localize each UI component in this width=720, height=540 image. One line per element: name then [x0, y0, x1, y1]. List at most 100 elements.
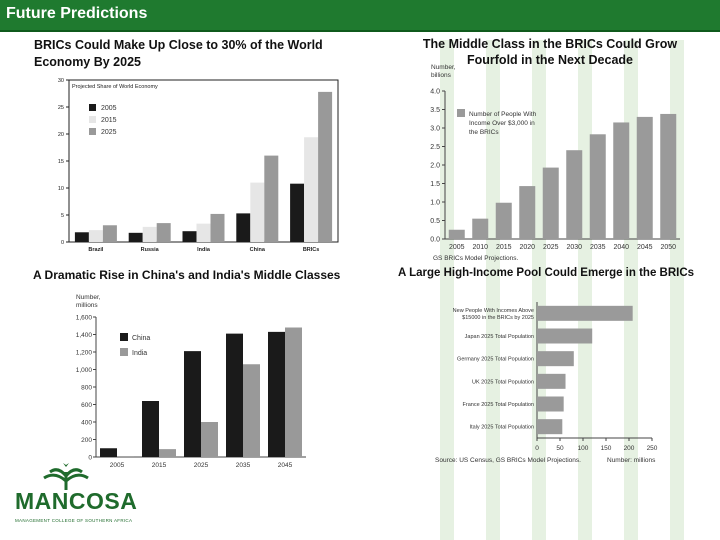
bar-2050: [660, 113, 677, 239]
bar-india-2015: [196, 223, 211, 242]
y-tick-label: 3.0: [430, 126, 440, 133]
bar-2: [537, 351, 574, 367]
bar-2015: [495, 202, 512, 239]
bar-china-2035: [226, 333, 243, 457]
x-tick-label: 2015: [152, 462, 167, 469]
chart-title-high-income: A Large High-Income Pool Could Emerge in…: [398, 267, 695, 279]
chart-title-share-line2: Economy By 2025: [34, 55, 141, 69]
x-tick-label: BRICs: [303, 247, 320, 253]
x-tick-label: 200: [624, 445, 635, 452]
legend-label: the BRICs: [469, 129, 499, 136]
x-tick-label: China: [250, 247, 266, 253]
y-tick-label: 0: [88, 455, 92, 462]
y-tick-label: 0: [61, 240, 64, 246]
x-tick-label: 2020: [519, 244, 535, 251]
bar-5: [537, 419, 563, 435]
category-label: New People With Incomes Above: [453, 308, 534, 314]
y-tick-label: 400: [81, 420, 92, 427]
bar-china-2005: [100, 448, 117, 457]
x-tick-label: 0: [535, 445, 539, 452]
chart-high-income: 0 50 100 150 200 250 New People With Incomes A…: [415, 300, 675, 470]
x-tick-label: 50: [556, 445, 564, 452]
legend-label: 2025: [101, 129, 117, 136]
category-label: Germany 2025 Total Population: [457, 357, 534, 363]
x-tick-label: 2040: [613, 244, 629, 251]
category-label: Italy 2025 Total Population: [470, 425, 534, 431]
chart-title-middle-class-line2: Fourfold in the Next Decade: [467, 53, 633, 67]
x-tick-label: 2035: [236, 462, 251, 469]
y-tick-label: 1,600: [76, 315, 93, 322]
x-tick-label: 250: [647, 445, 658, 452]
x-tick-label: 150: [601, 445, 612, 452]
bar-russia-2025: [156, 223, 171, 242]
y-tick-label: 0.5: [430, 218, 440, 225]
y-tick-label: 800: [81, 385, 92, 392]
x-tick-label: 2045: [637, 244, 653, 251]
y-tick-label: 1,200: [76, 350, 93, 357]
x-tick-label: 2045: [278, 462, 293, 469]
x-axis-label: Number: millions: [607, 457, 656, 464]
bar-brics-2005: [290, 183, 305, 242]
x-tick-label: 2025: [543, 244, 559, 251]
category-label: $15000 in the BRICs by 2025: [462, 315, 534, 321]
x-tick-label: India: [197, 247, 211, 253]
bar-india-2015: [159, 449, 176, 457]
bar-brics-2025: [318, 91, 333, 242]
chart-middle-class: Number, billions 0.0 0.5 1.0 1.5 2.0 2.5 3.0 3.5 4…: [425, 60, 690, 265]
x-tick-label: 2010: [472, 244, 488, 251]
logo-name: MANCOSA: [15, 488, 138, 514]
page-title: Future Predictions: [6, 5, 148, 22]
bar-china-2025: [264, 155, 279, 242]
bar-india-2025: [201, 422, 218, 457]
bar-india-2035: [243, 364, 260, 457]
bar-brazil-2005: [74, 232, 89, 242]
y-tick-label: 25: [58, 105, 64, 111]
bar-2010: [472, 218, 489, 239]
bar-china-2025: [184, 351, 201, 457]
bar-2040: [613, 122, 630, 239]
x-tick-label: 2005: [110, 462, 125, 469]
bar-2035: [589, 134, 606, 239]
bar-2005: [448, 229, 465, 239]
bar-2030: [566, 150, 583, 239]
bar-china-2005: [236, 213, 251, 242]
x-tick-label: 2035: [590, 244, 606, 251]
source-note: Source: US Census, GS BRICs Model Projec…: [435, 457, 581, 464]
chart-china-india: Number, millions 0 200 400 600 800 1,000 1,200 1,…: [68, 292, 308, 475]
x-tick-label: 2015: [496, 244, 512, 251]
source-note: GS BRICs Model Projections.: [433, 255, 518, 262]
y-tick-label: 30: [58, 78, 64, 84]
bar-russia-2015: [142, 226, 157, 242]
y-axis-label: Number,: [76, 294, 101, 301]
bar-china-2015: [250, 182, 265, 242]
y-tick-label: 600: [81, 402, 92, 409]
bar-india-2025: [210, 213, 225, 242]
y-axis-label: millions: [76, 302, 98, 309]
y-tick-label: 2.0: [430, 163, 440, 170]
y-tick-label: 0.0: [430, 237, 440, 244]
legend-label: 2015: [101, 117, 117, 124]
legend-swatch-china: [120, 333, 128, 341]
chart-title-middle-class: The Middle Class in the BRICs Could Grow…: [400, 36, 700, 68]
x-tick-label: 100: [578, 445, 589, 452]
x-tick-label: Russia: [141, 247, 160, 253]
chart-title-share: BRICs Could Make Up Close to 30% of the …: [34, 37, 323, 71]
x-tick-label: 2050: [660, 244, 676, 251]
bar-india-2045: [285, 327, 302, 457]
legend-swatch-2015: [89, 116, 96, 123]
bar-1: [537, 328, 593, 344]
bar-china-2045: [268, 331, 285, 457]
logo-tagline: MANAGEMENT COLLEGE OF SOUTHERN AFRICA: [15, 518, 133, 523]
y-tick-label: 200: [81, 437, 92, 444]
chart-title-china-india: A Dramatic Rise in China's and India's M…: [33, 268, 341, 282]
legend-label: Number of People With: [469, 111, 537, 118]
bar-0: [537, 305, 633, 321]
y-tick-label: 2.5: [430, 144, 440, 151]
legend-label: China: [132, 335, 150, 342]
chart-share: 0 5 10 15 20 25 30 Projected Share of World Eco…: [33, 77, 343, 262]
logo-emblem-icon: [43, 463, 89, 490]
bar-brazil-2025: [102, 225, 117, 242]
legend-label: Income Over $3,000 in: [469, 120, 535, 127]
legend-swatch-india: [120, 348, 128, 356]
y-tick-label: 1,000: [76, 367, 93, 374]
